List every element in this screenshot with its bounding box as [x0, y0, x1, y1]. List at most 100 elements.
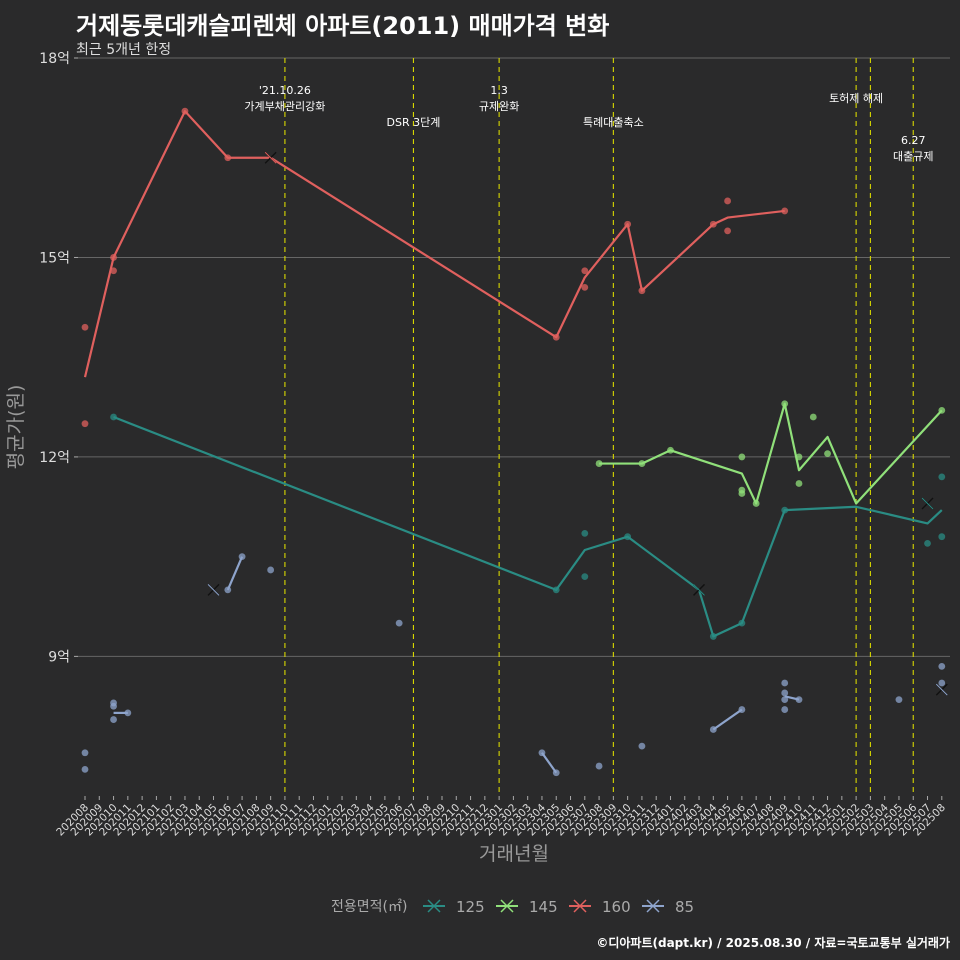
- series-85-point: [781, 679, 789, 687]
- source-caption: ©디아파트(dapt.kr) / 2025.08.30 / 자료=국토교통부 실…: [596, 936, 950, 950]
- chart-title: 거제동롯데캐슬피렌체 아파트(2011) 매매가격 변화: [76, 12, 610, 40]
- series-125-point: [110, 413, 117, 421]
- series-145-point: [752, 500, 760, 507]
- series-85-segment: [226, 556, 244, 591]
- event-label: 1.3: [490, 84, 508, 97]
- series-160-cross: [264, 151, 277, 164]
- series-85-segment: [712, 708, 743, 731]
- series-85-point: [595, 762, 603, 770]
- series-160-point: [581, 283, 589, 291]
- series-85-point: [81, 766, 89, 773]
- y-tick-label: 9억: [48, 649, 70, 665]
- legend-title: 전용면적(㎡): [331, 899, 407, 915]
- series-85-point: [795, 696, 803, 703]
- series-160-line: [83, 110, 785, 378]
- series-85-cross-c: [935, 683, 948, 696]
- series-125-point: [581, 529, 589, 537]
- legend-cross-b: [646, 899, 660, 913]
- series-125-point: [552, 586, 560, 594]
- event-label: 6.27: [901, 134, 926, 147]
- series-145-point: [738, 490, 746, 497]
- series-85-point: [781, 696, 789, 703]
- series-125-cross-c: [921, 497, 934, 510]
- series-145-point: [795, 453, 803, 461]
- y-axis-title: 평균가(원): [5, 385, 27, 470]
- series-160-point: [624, 220, 632, 228]
- event-label: DSR 3단계: [387, 116, 441, 129]
- event-label: 특례대출축소: [583, 116, 644, 129]
- series-125-cross-c: [693, 584, 705, 596]
- series-125-cross: [693, 583, 706, 596]
- series-160-point: [724, 197, 731, 205]
- y-tick-label: 12억: [39, 450, 70, 466]
- event-label: 대출규제: [893, 150, 933, 163]
- event-label: 규제완화: [479, 100, 519, 113]
- legend-cross-b: [500, 899, 514, 913]
- legend-cross-b: [573, 899, 587, 913]
- series-145-point: [667, 446, 674, 454]
- legend-item-145: 145: [496, 898, 558, 916]
- series-160-point: [81, 323, 89, 331]
- series-85-point: [395, 619, 403, 627]
- legend-label: 145: [529, 898, 558, 916]
- series-160-cross-c: [264, 151, 277, 164]
- series-145-point: [809, 413, 817, 421]
- series-145-point: [638, 460, 646, 467]
- series-85-point: [938, 679, 946, 687]
- series-125-point: [938, 533, 946, 541]
- series-85-point: [110, 702, 117, 710]
- series-85-cross: [935, 683, 948, 696]
- series-85-cross: [207, 583, 220, 596]
- legend-label: 125: [456, 898, 485, 916]
- series-160-point: [709, 220, 717, 228]
- series-85-cross-c: [207, 584, 220, 596]
- series-85-point: [781, 689, 789, 697]
- series-85-point: [538, 749, 546, 757]
- legend-item-125: 125: [423, 898, 485, 916]
- series-125-point: [581, 573, 589, 580]
- series-125-point: [624, 533, 632, 541]
- series-160-point: [81, 420, 89, 428]
- series-85-point: [124, 709, 132, 717]
- series-85-point: [238, 553, 246, 561]
- series-160-point: [724, 227, 731, 235]
- series-85-segment: [541, 752, 558, 774]
- series-85-point: [781, 706, 789, 713]
- series-125-point: [781, 506, 789, 514]
- series-125-point: [738, 619, 746, 627]
- event-label: '21.10.26: [259, 84, 311, 97]
- series-160-point: [181, 107, 189, 115]
- series-85-point: [552, 769, 560, 777]
- series-145-point: [738, 453, 746, 461]
- series-145-point: [795, 480, 803, 487]
- legend-item-160: 160: [569, 898, 631, 916]
- series-145-point: [824, 450, 831, 457]
- series-85-point: [110, 716, 117, 723]
- series-125-cross: [921, 497, 934, 510]
- series-145-point: [781, 400, 789, 408]
- series-85-point: [709, 726, 717, 733]
- series-160-point: [552, 333, 560, 341]
- x-axis-title: 거래년월: [479, 843, 549, 865]
- series-85-point: [267, 566, 275, 574]
- series-125-point: [924, 539, 931, 547]
- legend-cross-b: [427, 899, 441, 913]
- series-85-point: [895, 696, 903, 703]
- y-tick-label: 18억: [39, 51, 70, 67]
- series-160-point: [110, 267, 117, 275]
- y-tick-label: 15억: [39, 250, 70, 266]
- chart-subtitle: 최근 5개년 한정: [76, 42, 172, 58]
- series-160-point: [224, 154, 232, 162]
- series-85-point: [224, 586, 232, 594]
- series-145-point: [938, 406, 946, 414]
- series-85-point: [938, 662, 946, 670]
- series-160-point: [110, 254, 117, 261]
- series-145-line: [599, 402, 943, 505]
- event-label: 토허제 해제: [829, 91, 883, 105]
- series-160-point: [781, 207, 789, 215]
- legend-item-85: 85: [642, 898, 694, 916]
- event-label: 가계부채관리강화: [244, 100, 325, 113]
- series-85-point: [638, 742, 646, 750]
- series-125-point: [709, 633, 717, 640]
